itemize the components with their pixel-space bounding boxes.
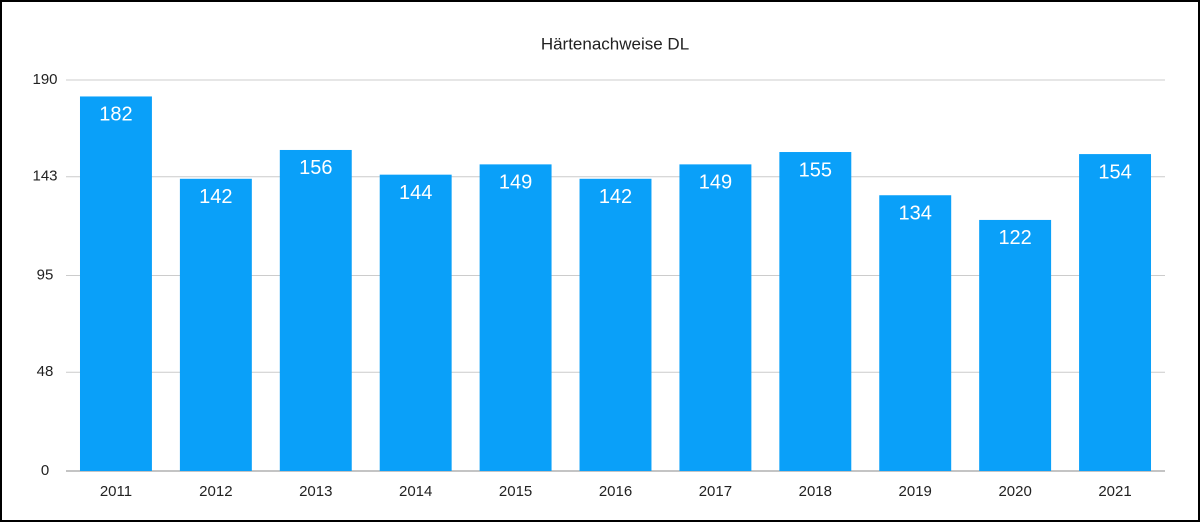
x-tick-label: 2017 — [699, 483, 732, 500]
value-label: 149 — [699, 172, 732, 194]
x-tick-label: 2011 — [100, 483, 132, 500]
value-label: 149 — [499, 172, 532, 194]
value-label: 122 — [998, 227, 1031, 249]
value-label: 154 — [1098, 161, 1131, 183]
x-tick-label: 2018 — [799, 483, 832, 500]
x-tick-label: 2014 — [399, 483, 432, 500]
bar — [379, 174, 452, 472]
bar — [179, 178, 252, 472]
y-tick-label: 190 — [32, 71, 57, 88]
value-label: 182 — [99, 104, 132, 126]
x-tick-label: 2016 — [599, 483, 632, 500]
bar — [679, 164, 752, 471]
x-tick-label: 2012 — [199, 483, 232, 500]
x-tick-label: 2021 — [1098, 483, 1131, 500]
value-label: 156 — [299, 157, 332, 179]
value-label: 155 — [799, 159, 832, 181]
bar — [779, 152, 852, 472]
bar — [479, 164, 552, 471]
bar — [579, 178, 652, 472]
y-tick-label: 0 — [41, 462, 49, 479]
bar — [879, 195, 952, 471]
y-tick-label: 95 — [37, 266, 54, 283]
bar — [79, 96, 152, 471]
bar — [979, 219, 1052, 471]
value-label: 134 — [899, 203, 932, 225]
x-tick-label: 2019 — [899, 483, 932, 500]
y-tick-label: 143 — [32, 168, 57, 185]
x-tick-label: 2013 — [299, 483, 332, 500]
bar — [279, 149, 352, 471]
value-label: 142 — [199, 186, 232, 208]
chart-title: Härtenachweise DL — [541, 34, 689, 53]
bar — [1079, 154, 1152, 471]
x-tick-label: 2020 — [998, 483, 1031, 500]
y-tick-label: 48 — [37, 363, 54, 380]
value-label: 144 — [399, 182, 432, 204]
value-label: 142 — [599, 186, 632, 208]
x-tick-label: 2015 — [499, 483, 532, 500]
